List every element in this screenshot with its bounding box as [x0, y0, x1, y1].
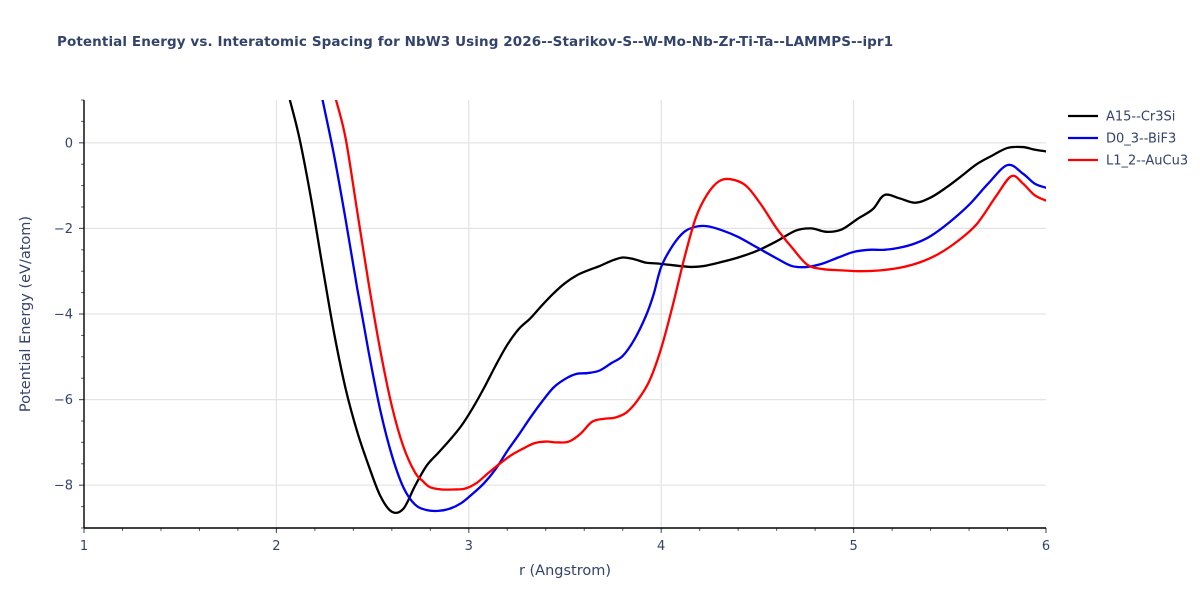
axis-titles-group: r (Angstrom) Potential Energy (eV/atom)	[18, 216, 611, 579]
series-line-1	[288, 100, 1046, 515]
x-tick-label: 2	[272, 539, 280, 554]
y-tick-label: −2	[54, 222, 73, 237]
legend-item-label[interactable]: D0_3--BiF3	[1106, 132, 1176, 147]
tick-labels-group: 1 2 3 4 5 6 0 −2 −4 −6 −8	[54, 136, 1050, 554]
x-tick-label: 4	[657, 539, 665, 554]
series-lines-group	[288, 100, 1046, 515]
x-tick-label: 5	[849, 539, 857, 554]
y-tick-label: −8	[54, 479, 73, 494]
y-tick-label: 0	[65, 136, 73, 151]
gridlines-group	[84, 100, 1046, 528]
legend-item-label[interactable]: L1_2--AuCu3	[1106, 154, 1188, 169]
x-tick-label: 3	[465, 539, 473, 554]
x-tick-label: 1	[80, 539, 88, 554]
axis-spines	[83, 100, 1046, 529]
x-axis-label: r (Angstrom)	[519, 563, 611, 579]
series-line-3	[334, 100, 1046, 491]
x-tick-label: 6	[1042, 539, 1050, 554]
y-axis-label: Potential Energy (eV/atom)	[18, 216, 34, 412]
legend-item-label[interactable]: A15--Cr3Si	[1106, 110, 1175, 125]
series-line-2	[321, 100, 1046, 513]
legend[interactable]: A15--Cr3Si D0_3--BiF3 L1_2--AuCu3	[1068, 110, 1188, 169]
page-title: Potential Energy vs. Interatomic Spacing…	[57, 34, 894, 50]
y-tick-label: −4	[54, 308, 73, 323]
ticks-group	[79, 99, 1047, 533]
y-tick-label: −6	[54, 393, 73, 408]
